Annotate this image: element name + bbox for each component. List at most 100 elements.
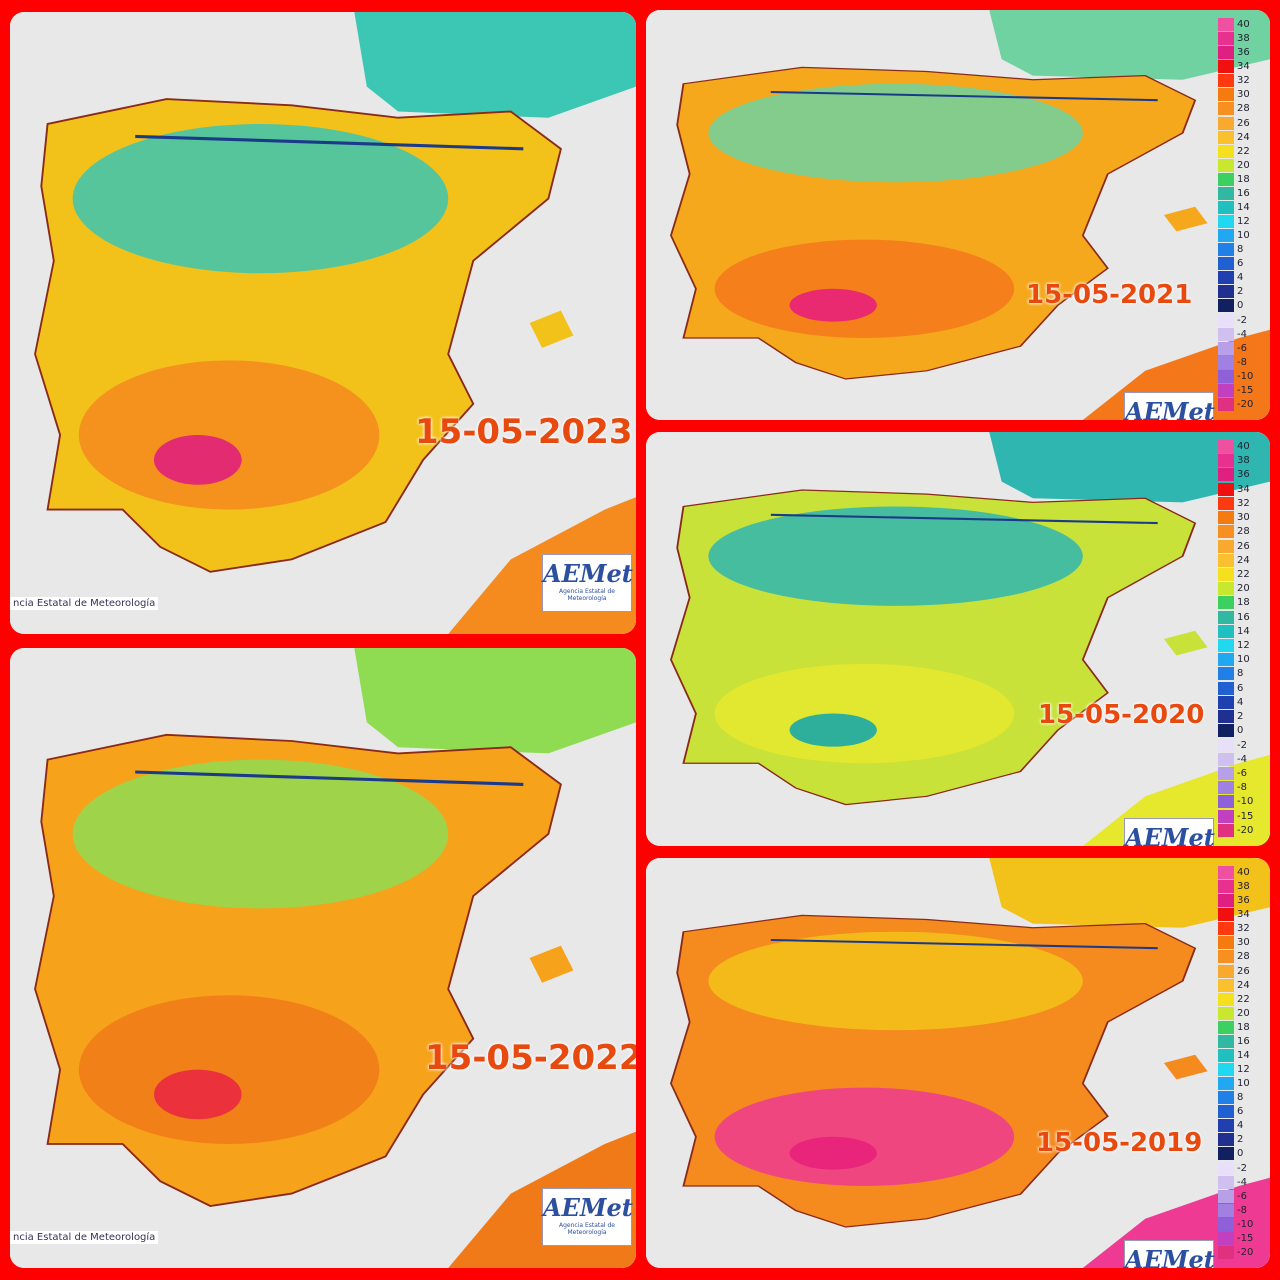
legend-label: 26	[1237, 540, 1250, 552]
legend-entry: -8	[1218, 355, 1268, 370]
legend-entry: 24	[1218, 978, 1268, 993]
legend-entry: 38	[1218, 880, 1268, 894]
legend-swatch	[1218, 539, 1234, 553]
legend-entry: 10	[1218, 229, 1268, 243]
legend-label: 20	[1237, 1007, 1250, 1019]
legend-label: 38	[1237, 881, 1250, 893]
legend-swatch	[1218, 1245, 1234, 1259]
legend-swatch	[1218, 1077, 1234, 1091]
legend-swatch	[1218, 525, 1234, 539]
legend-entry: 18	[1218, 596, 1268, 610]
legend-swatch	[1218, 1217, 1234, 1231]
legend-swatch	[1218, 823, 1234, 837]
legend-label: 38	[1237, 455, 1250, 467]
legend-entry: 0	[1218, 1147, 1268, 1161]
map-panel: 15-05-2022 ncia Estatal de Meteorología AE…	[10, 648, 636, 1268]
legend-swatch	[1218, 482, 1234, 496]
legend-label: 4	[1237, 696, 1244, 708]
legend-entry: -4	[1218, 752, 1268, 767]
legend-label: 2	[1237, 1134, 1244, 1146]
legend-swatch	[1218, 229, 1234, 243]
legend-swatch	[1218, 74, 1234, 88]
legend-entry: -2	[1218, 1161, 1268, 1176]
legend-swatch	[1218, 1119, 1234, 1133]
legend-entry: 22	[1218, 992, 1268, 1007]
legend-swatch	[1218, 397, 1234, 411]
legend-swatch	[1218, 257, 1234, 271]
map-panel: 15-05-2019 AEMet 40 38 36 34 32 30 28 26 24 22 20 18 1…	[646, 858, 1270, 1268]
legend-entry: 2	[1218, 1133, 1268, 1147]
legend-entry: 32	[1218, 922, 1268, 936]
legend-swatch	[1218, 144, 1234, 158]
legend-label: 26	[1237, 965, 1250, 977]
legend-label: 40	[1237, 19, 1250, 30]
legend-label: -10	[1237, 370, 1254, 382]
legend-swatch	[1218, 1048, 1234, 1062]
legend-label: 12	[1237, 1064, 1250, 1075]
legend-entry: 36	[1218, 46, 1268, 60]
legend-entry: 28	[1218, 950, 1268, 964]
legend-entry: -8	[1218, 781, 1268, 795]
legend-entry: 34	[1218, 908, 1268, 922]
legend-swatch	[1218, 511, 1234, 525]
legend-entry: 32	[1218, 496, 1268, 511]
legend-entry: 26	[1218, 116, 1268, 131]
legend-label: 28	[1237, 103, 1250, 115]
legend-label: 26	[1237, 117, 1250, 129]
legend-swatch	[1218, 695, 1234, 709]
aemet-logo: AEMet Agencia Estatal de Meteorología	[542, 554, 633, 612]
legend-entry: 8	[1218, 1091, 1268, 1105]
legend-label: 18	[1237, 597, 1250, 609]
legend-entry: 36	[1218, 894, 1268, 908]
legend-entry: 32	[1218, 74, 1268, 88]
legend-entry: 8	[1218, 667, 1268, 681]
legend-label: 32	[1237, 75, 1250, 87]
legend-entry: 14	[1218, 200, 1268, 215]
legend-swatch	[1218, 215, 1234, 228]
legend-entry: 4	[1218, 271, 1268, 285]
legend-entry: -2	[1218, 738, 1268, 753]
legend-label: 16	[1237, 611, 1250, 623]
legend-label: 40	[1237, 867, 1250, 878]
legend-label: 34	[1237, 61, 1250, 73]
legend-swatch	[1218, 667, 1234, 681]
legend-entry: -20	[1218, 1245, 1268, 1260]
legend-label: 24	[1237, 131, 1250, 143]
legend-swatch	[1218, 795, 1234, 809]
logo-text: AEMet	[1125, 1245, 1215, 1268]
map-panel: 15-05-2020 AEMet 40 38 36 34 32 30 28 26 24 22 20 18 1…	[646, 432, 1270, 846]
legend-label: -8	[1237, 356, 1247, 368]
legend-swatch	[1218, 116, 1234, 130]
legend-swatch	[1218, 1231, 1234, 1245]
legend-entry: 6	[1218, 257, 1268, 271]
legend-label: 10	[1237, 654, 1250, 666]
legend-entry: 30	[1218, 511, 1268, 525]
legend-label: 18	[1237, 1021, 1250, 1033]
legend-label: 28	[1237, 951, 1250, 963]
temperature-map	[646, 858, 1270, 1268]
legend-swatch	[1218, 46, 1234, 60]
legend-label: 2	[1237, 286, 1244, 298]
legend-entry: 16	[1218, 186, 1268, 201]
legend-label: -2	[1237, 1162, 1247, 1174]
legend-entry: 34	[1218, 482, 1268, 497]
legend-entry: -8	[1218, 1203, 1268, 1218]
legend-label: -10	[1237, 1218, 1254, 1230]
legend-entry: -6	[1218, 766, 1268, 781]
legend-label: 12	[1237, 216, 1250, 227]
legend-label: 8	[1237, 244, 1244, 256]
legend-label: -20	[1237, 1246, 1254, 1258]
legend-entry: -20	[1218, 823, 1268, 838]
legend-swatch	[1218, 936, 1234, 950]
legend-swatch	[1218, 567, 1234, 581]
legend-swatch	[1218, 158, 1234, 172]
legend-label: -6	[1237, 342, 1247, 354]
legend-label: 0	[1237, 1148, 1244, 1160]
legend-entry: 10	[1218, 653, 1268, 667]
legend-entry: 6	[1218, 1105, 1268, 1119]
map-panel: 15-05-2021 AEMet 40 38 36 34 32 30 28 26 24 22 20 18 1…	[646, 10, 1270, 420]
legend-entry: 18	[1218, 172, 1268, 187]
legend-swatch	[1218, 271, 1234, 285]
legend-swatch	[1218, 596, 1234, 610]
legend-swatch	[1218, 1091, 1234, 1105]
